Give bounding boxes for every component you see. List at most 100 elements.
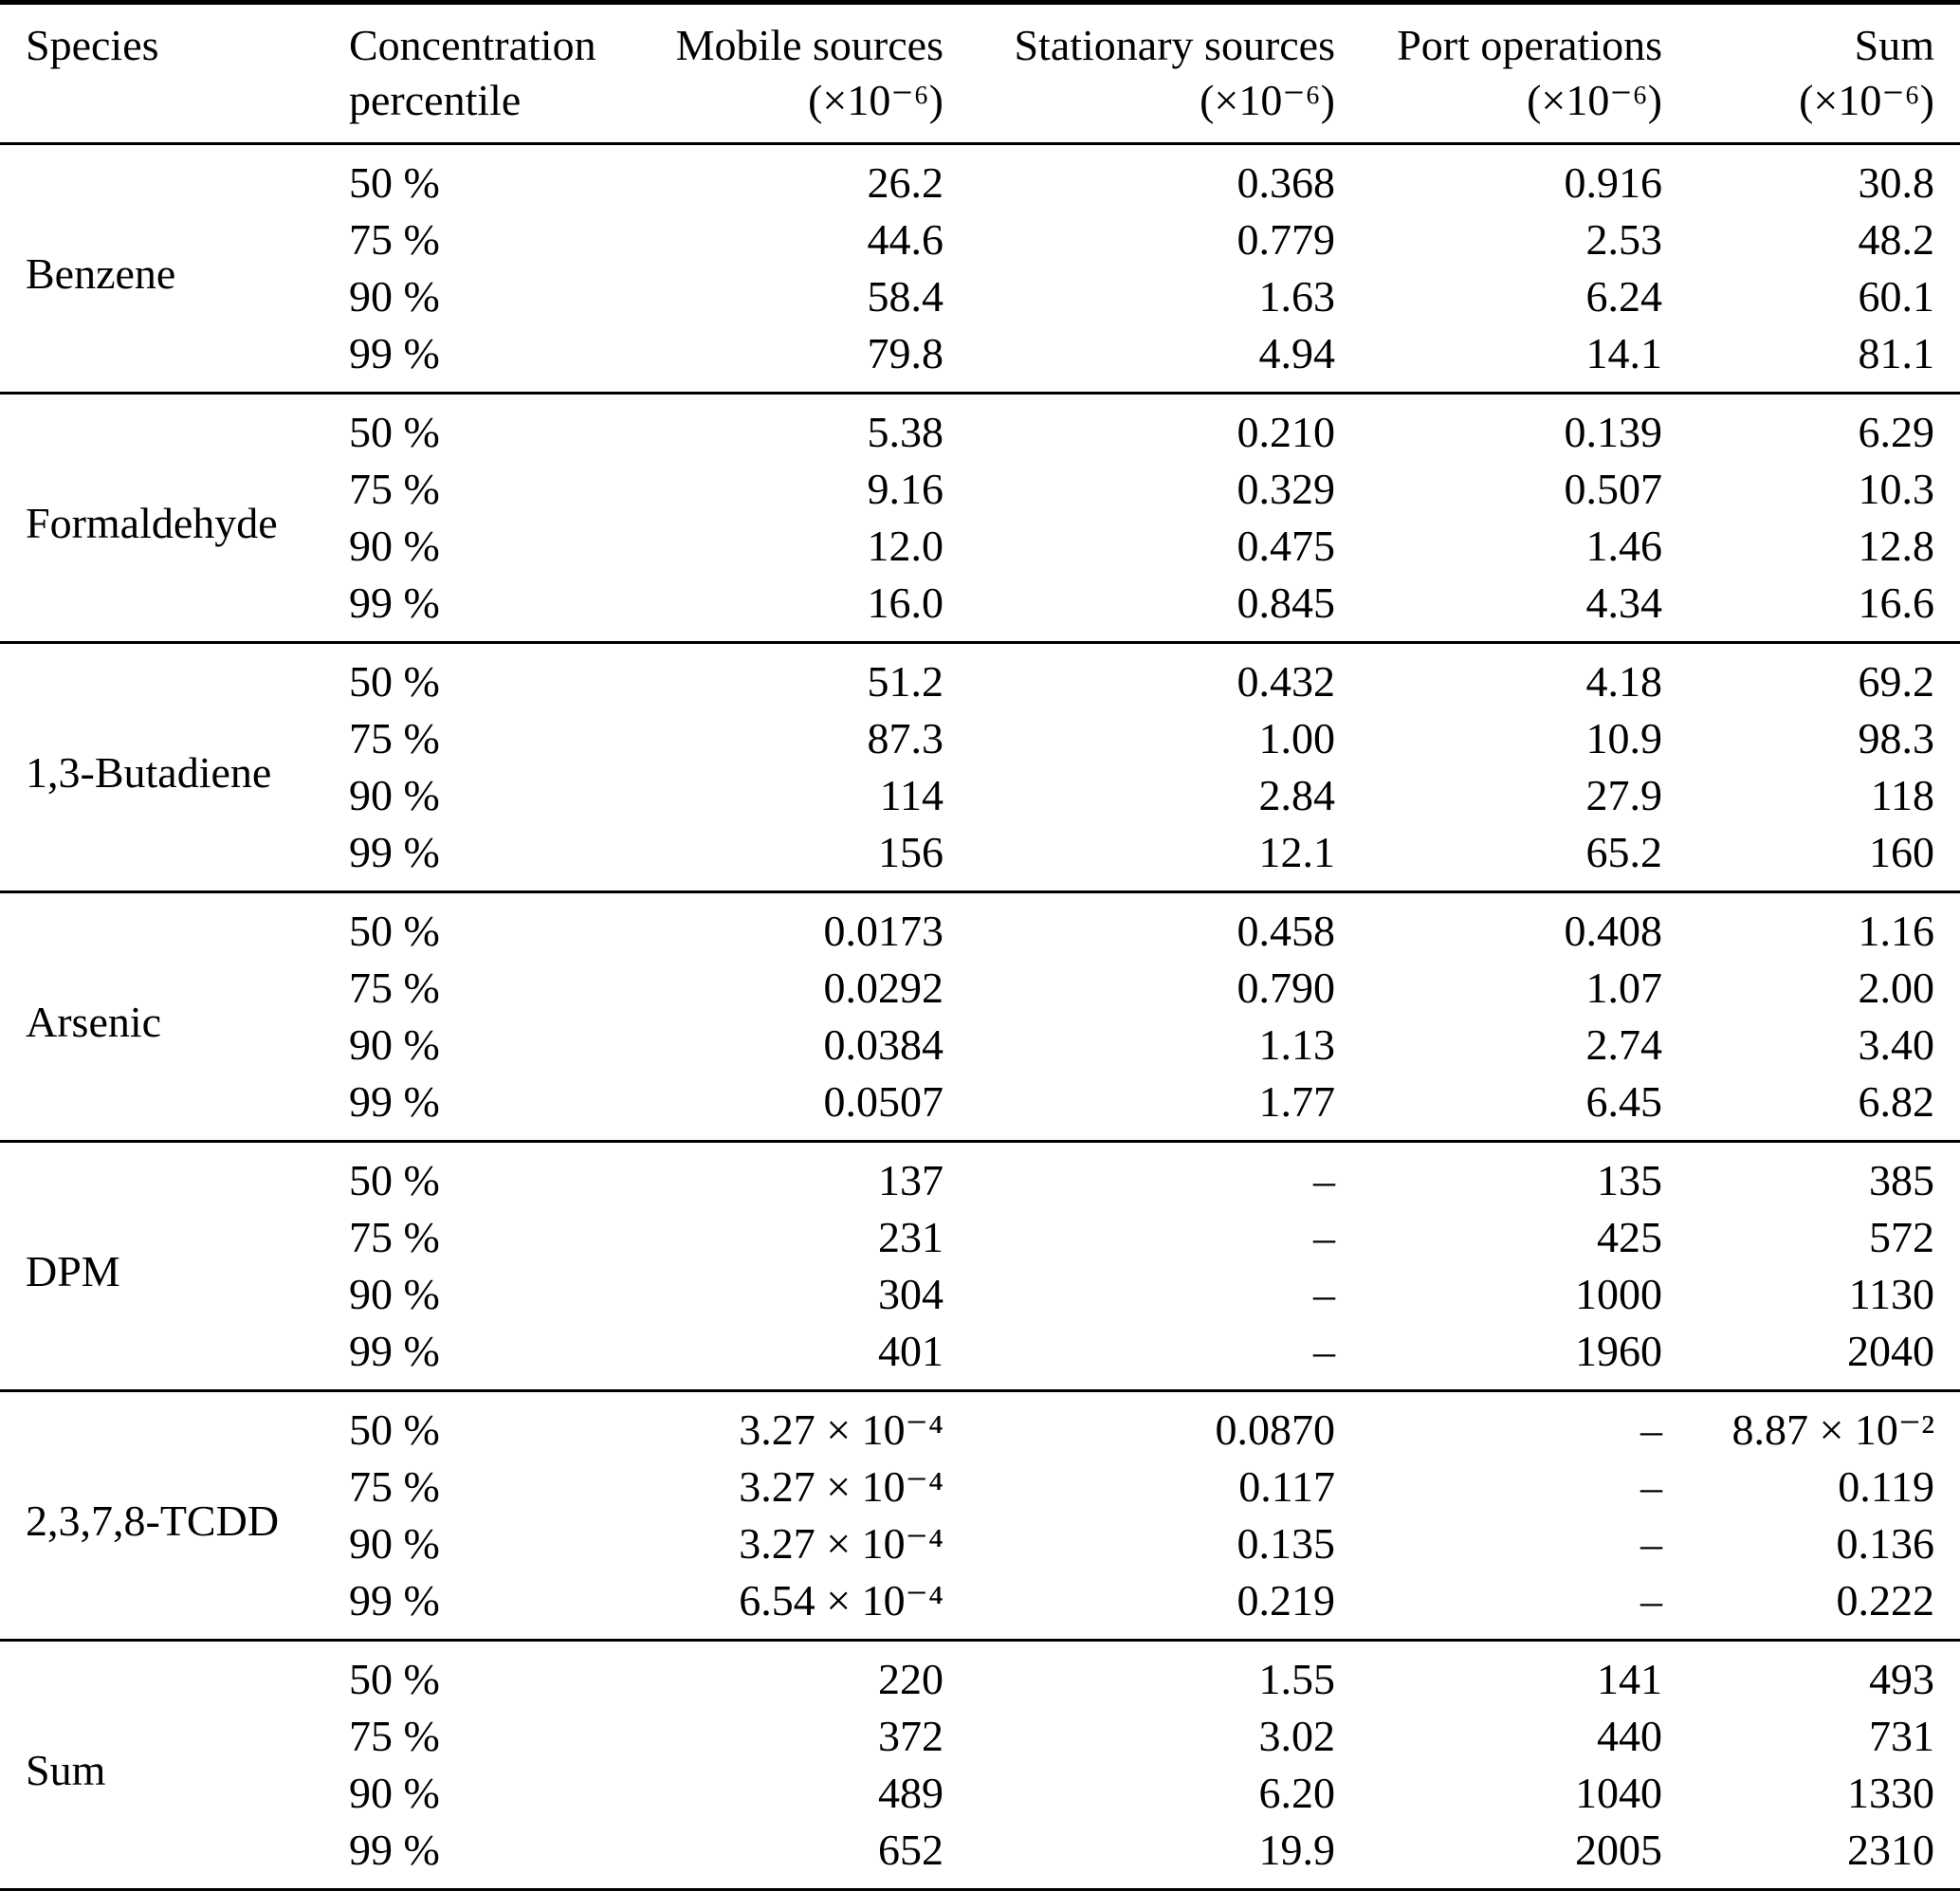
percentile-cell: 75 % [349,964,440,1012]
sum-value-cell: 731 [1869,1712,1934,1760]
header-row: Species Concentration percentile Mobile … [0,3,1960,144]
stationary-value-cell: – [1313,1327,1335,1375]
mobile-value-cell: 156 [878,828,943,876]
sum-value-cell: 81.1 [1858,329,1935,377]
stationary-value-cell: – [1313,1270,1335,1318]
percentile-cell: 90 % [349,1270,440,1318]
sum-value-cell: 160 [1869,828,1934,876]
stationary-value-cell: – [1313,1213,1335,1261]
species-label: Sum [26,1745,106,1794]
port-value-cell: – [1640,1405,1662,1454]
percentile-cell: 90 % [349,771,440,819]
sum-value-cell: 8.87 × 10⁻² [1731,1405,1934,1454]
percentile-cell: 50 % [349,158,440,207]
table-row: 99 % 652 19.9 2005 2310 [0,1822,1960,1891]
port-value-cell: 10.9 [1585,714,1663,762]
sum-value-cell: 0.222 [1836,1576,1935,1625]
species-label: 1,3-Butadiene [26,747,272,797]
port-value-cell: 0.408 [1564,907,1663,955]
mobile-value-cell: 220 [878,1655,943,1703]
stationary-value-cell: 1.13 [1258,1020,1336,1069]
mobile-value-cell: 87.3 [867,714,944,762]
percentile-cell: 75 % [349,215,440,264]
species-group: Benzene 50 % 26.2 0.368 0.916 30.8 75 % 44.6 0.7… [0,143,1960,394]
species-label: DPM [26,1246,120,1295]
sum-value-cell: 2310 [1847,1826,1934,1874]
percentile-cell: 99 % [349,828,440,876]
stationary-value-cell: 0.219 [1236,1576,1336,1625]
mobile-value-cell: 304 [878,1270,943,1318]
port-value-cell: 6.45 [1585,1077,1663,1126]
table-row: Formaldehyde 50 % 5.38 0.210 0.139 6.29 [0,394,1960,547]
header-percentile-sublabel: percentile [349,76,522,124]
percentile-cell: 50 % [349,657,440,706]
percentile-cell: 99 % [349,1826,440,1874]
table-row: Sum 50 % 220 1.55 141 493 [0,1641,1960,1794]
sum-value-cell: 0.136 [1836,1519,1935,1568]
mobile-value-cell: 16.0 [867,578,944,627]
sum-value-cell: 385 [1869,1156,1934,1204]
table-row: 99 % 16.0 0.845 4.34 16.6 [0,575,1960,643]
percentile-cell: 75 % [349,714,440,762]
mobile-value-cell: 401 [878,1327,943,1375]
mobile-value-cell: 12.0 [867,522,944,570]
percentile-cell: 50 % [349,1156,440,1204]
stationary-value-cell: 0.0870 [1215,1405,1336,1454]
table-row: 2,3,7,8-TCDD 50 % 3.27 × 10⁻⁴ 0.0870 – 8.87 ×… [0,1391,1960,1545]
stationary-value-cell: 0.475 [1236,522,1336,570]
percentile-cell: 75 % [349,1462,440,1511]
port-value-cell: 2005 [1575,1826,1662,1874]
mobile-value-cell: 79.8 [867,329,944,377]
mobile-value-cell: 0.0292 [823,964,944,1012]
sum-value-cell: 0.119 [1838,1462,1934,1511]
table-row: 99 % 79.8 4.94 14.1 81.1 [0,325,1960,394]
mobile-value-cell: 0.0173 [823,907,944,955]
percentile-cell: 50 % [349,907,440,955]
mobile-value-cell: 652 [878,1826,943,1874]
sum-value-cell: 2.00 [1858,964,1935,1012]
species-group: Arsenic 50 % 0.0173 0.458 0.408 1.16 75 % 0.029… [0,891,1960,1142]
header-stationary-units: (×10⁻⁶) [1200,76,1335,124]
species-label: 2,3,7,8-TCDD [26,1496,280,1545]
sum-value-cell: 2040 [1847,1327,1934,1375]
port-value-cell: 27.9 [1585,771,1663,819]
header-sum-label: Sum [1854,21,1934,69]
mobile-value-cell: 6.54 × 10⁻⁴ [739,1576,943,1625]
stationary-value-cell: 0.458 [1236,907,1336,955]
table-row: 99 % 6.54 × 10⁻⁴ 0.219 – 0.222 [0,1572,1960,1641]
sum-value-cell: 572 [1869,1213,1934,1261]
table-row: Benzene 50 % 26.2 0.368 0.916 30.8 [0,144,1960,298]
header-stationary-sources: Stationary sources (×10⁻⁶) [943,3,1335,144]
port-value-cell: 135 [1597,1156,1662,1204]
port-value-cell: 0.916 [1564,158,1663,207]
port-value-cell: 1.07 [1585,964,1663,1012]
mobile-value-cell: 137 [878,1156,943,1204]
percentile-cell: 90 % [349,1519,440,1568]
sum-value-cell: 12.8 [1858,522,1935,570]
port-value-cell: 1.46 [1585,522,1663,570]
sum-value-cell: 60.1 [1858,272,1935,321]
sum-value-cell: 16.6 [1858,578,1935,627]
table-row: 90 % 3.27 × 10⁻⁴ 0.135 – 0.136 [0,1515,1960,1572]
header-species-label: Species [26,21,159,69]
table-header: Species Concentration percentile Mobile … [0,3,1960,144]
mobile-value-cell: 5.38 [867,408,944,456]
header-stationary-label: Stationary sources [1014,21,1335,69]
stationary-value-cell: 1.55 [1258,1655,1336,1703]
stationary-value-cell: 0.135 [1236,1519,1336,1568]
sum-value-cell: 1330 [1847,1769,1934,1817]
stationary-value-cell: 1.00 [1258,714,1336,762]
stationary-value-cell: 19.9 [1258,1826,1336,1874]
header-port-units: (×10⁻⁶) [1527,76,1662,124]
table-row: 90 % 12.0 0.475 1.46 12.8 [0,518,1960,575]
table-row: 75 % 87.3 1.00 10.9 98.3 [0,710,1960,767]
mobile-value-cell: 51.2 [867,657,944,706]
mobile-value-cell: 58.4 [867,272,944,321]
header-mobile-sources: Mobile sources (×10⁻⁶) [664,3,943,144]
percentile-cell: 99 % [349,329,440,377]
table-row: 75 % 372 3.02 440 731 [0,1708,1960,1765]
table-row: 75 % 9.16 0.329 0.507 10.3 [0,461,1960,518]
percentile-cell: 90 % [349,1769,440,1817]
percentile-cell: 50 % [349,1405,440,1454]
